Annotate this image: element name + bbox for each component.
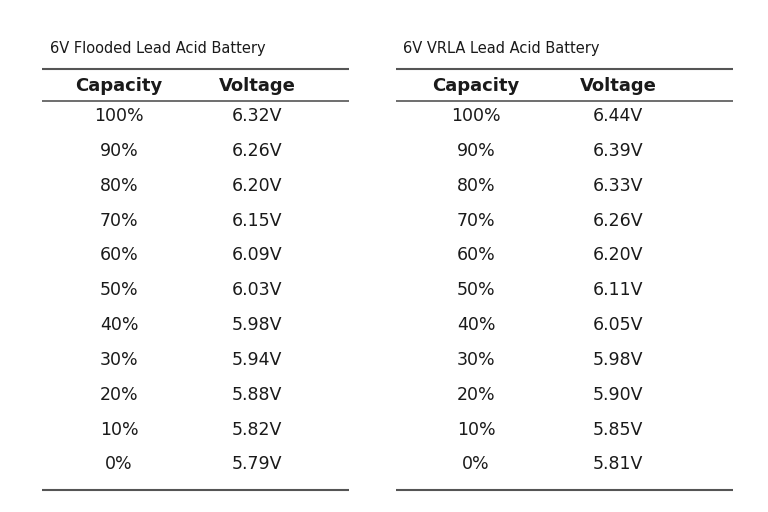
Text: 100%: 100% [452,107,501,125]
Text: 6.39V: 6.39V [593,142,644,160]
Text: Capacity: Capacity [432,76,520,95]
Text: 5.85V: 5.85V [593,420,644,439]
Text: 0%: 0% [462,455,490,474]
Text: 5.98V: 5.98V [593,351,644,369]
Text: 50%: 50% [457,281,495,300]
Text: 6.26V: 6.26V [593,211,644,230]
Text: 100%: 100% [94,107,144,125]
Text: 6.33V: 6.33V [593,177,644,195]
Text: 10%: 10% [100,420,138,439]
Text: 5.94V: 5.94V [232,351,283,369]
Text: 6.20V: 6.20V [232,177,283,195]
Text: 6.32V: 6.32V [232,107,283,125]
Text: 5.90V: 5.90V [593,386,644,404]
Text: 6.09V: 6.09V [232,246,283,265]
Text: 5.98V: 5.98V [232,316,283,334]
Text: 30%: 30% [457,351,495,369]
Text: 30%: 30% [100,351,138,369]
Text: 5.88V: 5.88V [232,386,283,404]
Text: 5.79V: 5.79V [232,455,283,474]
Text: 0%: 0% [105,455,133,474]
Text: 90%: 90% [457,142,495,160]
Text: 6.15V: 6.15V [232,211,283,230]
Text: 20%: 20% [100,386,138,404]
Text: 40%: 40% [457,316,495,334]
Text: 6.05V: 6.05V [593,316,644,334]
Text: Capacity: Capacity [75,76,163,95]
Text: 90%: 90% [100,142,138,160]
Text: 6.03V: 6.03V [232,281,283,300]
Text: 10%: 10% [457,420,495,439]
Text: 40%: 40% [100,316,138,334]
Text: 60%: 60% [457,246,495,265]
Text: 6V VRLA Lead Acid Battery: 6V VRLA Lead Acid Battery [403,41,600,56]
Text: 80%: 80% [100,177,138,195]
Text: 5.82V: 5.82V [232,420,283,439]
Text: 20%: 20% [457,386,495,404]
Text: 80%: 80% [457,177,495,195]
Text: 6.44V: 6.44V [593,107,644,125]
Text: 6V Flooded Lead Acid Battery: 6V Flooded Lead Acid Battery [50,41,266,56]
Text: 60%: 60% [100,246,138,265]
Text: 70%: 70% [100,211,138,230]
Text: 50%: 50% [100,281,138,300]
Text: 70%: 70% [457,211,495,230]
Text: 6.26V: 6.26V [232,142,283,160]
Text: 6.20V: 6.20V [593,246,644,265]
Text: 6.11V: 6.11V [593,281,644,300]
Text: Voltage: Voltage [219,76,296,95]
Text: 5.81V: 5.81V [593,455,644,474]
Text: Voltage: Voltage [580,76,657,95]
